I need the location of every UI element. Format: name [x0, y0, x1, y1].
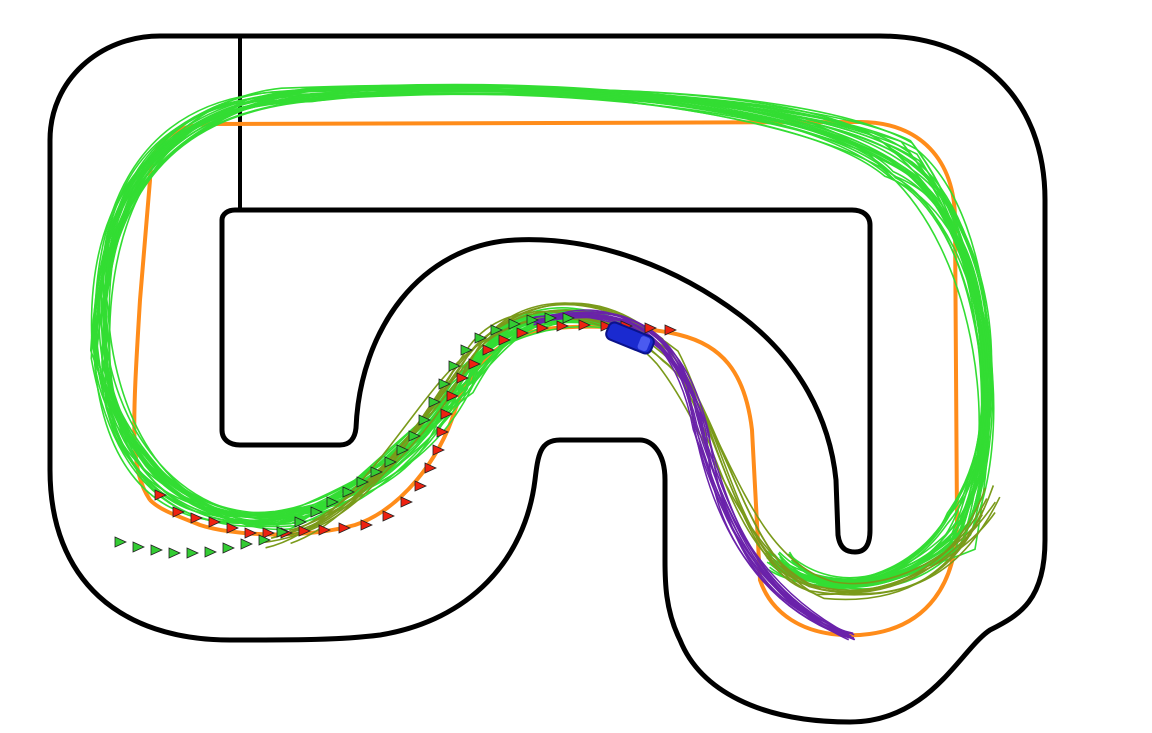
arrow-marker-icon [204, 546, 217, 558]
rollout-purple [530, 311, 846, 637]
reference-path [132, 119, 960, 638]
arrow-marker-icon [382, 510, 395, 522]
arrow-marker-icon [448, 360, 461, 372]
arrow-marker-icon [526, 314, 539, 326]
arrow-marker-icon [578, 319, 591, 331]
rollout-trajectories [89, 83, 1001, 641]
arrow-marker-icon [310, 506, 323, 518]
rollout-green [101, 92, 995, 581]
arrow-marker-icon [326, 496, 339, 508]
rollout-green [103, 89, 993, 582]
arrow-marker-icon [186, 547, 199, 559]
arrow-marker-icon [356, 476, 369, 488]
arrow-marker-icon [208, 516, 221, 528]
arrow-marker-icon [414, 480, 427, 492]
arrow-marker-icon [262, 527, 275, 539]
rollout-purple [540, 312, 849, 641]
arrow-marker-icon [424, 462, 437, 474]
arrow-marker-icon [318, 524, 331, 536]
arrow-marker-icon [644, 322, 657, 334]
rollout-purple [535, 315, 855, 636]
rollout-green [103, 89, 988, 583]
arrow-marker-icon [222, 542, 235, 554]
arrow-marker-icon [150, 544, 163, 556]
arrow-marker-icon [384, 456, 397, 468]
arrow-marker-icon [240, 538, 253, 550]
arrow-marker-icon [508, 318, 521, 330]
arrow-marker-icon [562, 312, 575, 324]
rollout-purple [533, 316, 855, 639]
rollout-purple [541, 313, 852, 637]
arrow-marker-icon [436, 426, 449, 438]
arrow-marker-icon [370, 466, 383, 478]
arrow-marker-icon [474, 332, 487, 344]
arrow-marker-icon [498, 334, 511, 346]
arrow-marker-icon [338, 522, 351, 534]
arrow-marker-icon [154, 489, 167, 501]
car-icon [605, 321, 655, 355]
arrow-marker-icon [408, 430, 421, 442]
arrow-marker-icon [664, 324, 677, 336]
arrow-marker-icon [298, 525, 311, 537]
rollout-purple [536, 313, 846, 634]
arrow-marker-icon [132, 541, 145, 553]
arrow-marker-icon [276, 526, 289, 538]
arrow-marker-icon [440, 408, 453, 420]
arrow-marker-icon [396, 444, 409, 456]
arrow-marker-icon [294, 516, 307, 528]
arrow-marker-icon [360, 519, 373, 531]
arrow-marker-icon [456, 372, 469, 384]
rollout-green [92, 88, 984, 587]
arrow-marker-icon [432, 444, 445, 456]
arrow-marker-icon [516, 327, 529, 339]
arrow-marker-icon [258, 534, 271, 546]
arrow-marker-icon [342, 486, 355, 498]
arrow-marker-icon [438, 378, 451, 390]
arrow-marker-icon [418, 414, 431, 426]
trajectory-markers [114, 312, 677, 559]
arrow-marker-icon [226, 522, 239, 534]
arrow-marker-icon [544, 312, 557, 324]
arrow-marker-icon [556, 320, 569, 332]
arrow-marker-icon [600, 320, 613, 332]
arrow-marker-icon [244, 527, 257, 539]
arrow-marker-icon [482, 344, 495, 356]
inner-track-boundary [219, 207, 873, 555]
arrow-marker-icon [114, 536, 127, 548]
arrow-marker-icon [468, 358, 481, 370]
rollout-olive [265, 315, 995, 595]
arrow-marker-icon [536, 322, 549, 334]
rollout-purple [536, 313, 850, 639]
rollout-olive [270, 309, 996, 596]
arrow-marker-icon [190, 512, 203, 524]
rollout-green [100, 87, 989, 583]
arrow-marker-icon [490, 324, 503, 336]
arrow-marker-icon [460, 344, 473, 356]
outer-track-boundary [47, 33, 1048, 725]
arrow-marker-icon [446, 390, 459, 402]
arrow-marker-icon [172, 506, 185, 518]
rollout-green [104, 87, 989, 584]
arrow-marker-icon [168, 547, 181, 559]
arrow-marker-icon [400, 496, 413, 508]
rollout-olive [290, 310, 986, 601]
arrow-marker-icon [428, 396, 441, 408]
